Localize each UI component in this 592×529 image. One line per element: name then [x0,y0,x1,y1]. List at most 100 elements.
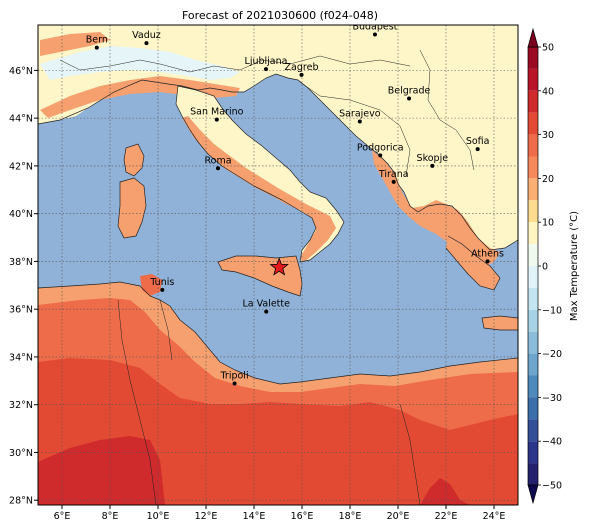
colorbar-segment [528,287,538,310]
alps-cold-zone [40,46,240,80]
greece-peninsula [446,236,500,290]
colorbar-segment [528,309,538,332]
colorbar-segment [528,331,538,354]
lat-tick-label: 30°N [9,448,33,459]
map-frame [37,24,519,506]
lat-tick-label: 44°N [9,114,33,125]
colorbar-segment [528,463,538,485]
lon-tick-label: 22°E [435,511,458,522]
lat-tick-label: 34°N [9,352,33,363]
location-star-marker [269,257,289,276]
colorbar-segment [528,134,538,157]
colorbar-segment [528,178,538,201]
balkan-coast-mild [372,150,500,268]
colorbar-tick-label: 30 [542,130,554,141]
po-valley-mild [40,76,240,118]
marker-layer [269,257,289,276]
city-dot [378,153,383,158]
city-dot [144,41,149,46]
colorbar-tick-label: 0 [542,262,548,273]
colorbar-segment [528,200,538,223]
city-label: Tirana [378,169,409,180]
italy-tyrrhenian-mild [182,116,336,262]
sahara-hottest-zone-east [420,478,470,505]
lon-tick-label: 10°E [147,511,170,522]
colorbar-segment [528,397,538,420]
city-dot [94,45,99,50]
colorbar-segment [528,419,538,442]
colorbar-segment [528,112,538,135]
colorbar-segment [528,353,538,376]
lon-tick-label: 6°E [54,511,71,522]
city-dot [357,119,362,124]
lon-tick-label: 16°E [291,511,314,522]
lat-tick-label: 28°N [9,496,33,507]
city-dot [430,163,435,168]
latitude-ticks: 28°N 30°N 32°N 34°N 36°N 38°N 40°N 42°N 44°N 46°N [9,66,38,507]
colorbar-tick-label: 40 [542,86,554,97]
city-label: Podgorica [357,142,404,153]
city-label: Skopje [417,153,449,164]
crete [482,316,518,330]
colorbar-segment [528,222,538,245]
colorbar-segment [528,441,538,464]
colorbar-tick-label: 20 [542,174,554,185]
alps-south-mild [40,32,110,56]
sahara-hottest-zone [38,436,165,505]
city-label: Zagreb [285,62,319,73]
colorbar-tick-label: −20 [542,349,562,360]
sardinia [118,178,146,238]
city-dot [232,381,237,386]
lat-tick-label: 36°N [9,305,33,316]
lat-tick-label: 38°N [9,257,33,268]
city-label: Ljubljana [245,56,288,67]
city-dot [372,32,377,37]
coastlines [38,49,518,505]
city-dot [391,179,396,184]
city-label: Vaduz [132,30,161,41]
lon-tick-label: 14°E [243,511,266,522]
lat-tick-label: 40°N [9,209,33,220]
colorbar-segment [528,90,538,113]
colorbar-segment [528,266,538,288]
city-dot [264,67,268,72]
city-label: Sofia [466,136,490,147]
colorbar-tick-label: 50 [542,43,554,54]
colorbar-label: Max Temperature (°C) [569,211,580,321]
colorbar-tick-label: −30 [542,393,562,404]
city-label: Bern [86,35,108,46]
city-label: Belgrade [388,86,431,97]
colorbar: 50 40 30 20 10 0 −10 −20 −30 −40 −50 [527,27,562,505]
colorbar-tick-label: −10 [542,305,562,316]
colorbar-segment [528,244,538,266]
tunisia-cap [140,274,162,296]
city-dot [216,166,220,171]
corsica [124,144,144,176]
city-label: Sarajevo [339,108,381,119]
city-label: Tripoli [220,370,249,381]
colorbar-tick-label: −50 [542,481,562,492]
figure-title: Forecast of 2021030600 (f024-048) [182,9,378,22]
city-label: La Valette [242,299,290,310]
city-dot [475,147,480,152]
lon-tick-label: 8°E [102,511,119,522]
lat-tick-label: 32°N [9,400,33,411]
city-label: Roma [204,155,231,166]
colorbar-over-arrow [527,27,539,48]
colorbar-tick-label: 10 [542,218,554,229]
city-dot [407,96,412,101]
colorbar-under-arrow [527,484,539,505]
city-label: San Marino [190,107,243,118]
city-dot [264,309,269,314]
colorbar-tick-label: −40 [542,437,562,448]
colorbar-segment [528,47,538,69]
graticule [38,25,518,505]
colorbar-segment [528,375,538,398]
city-dot [160,287,165,292]
lon-tick-label: 24°E [483,511,506,522]
city-dot [299,72,304,77]
lon-tick-label: 12°E [195,511,218,522]
colorbar-segment [528,68,538,91]
